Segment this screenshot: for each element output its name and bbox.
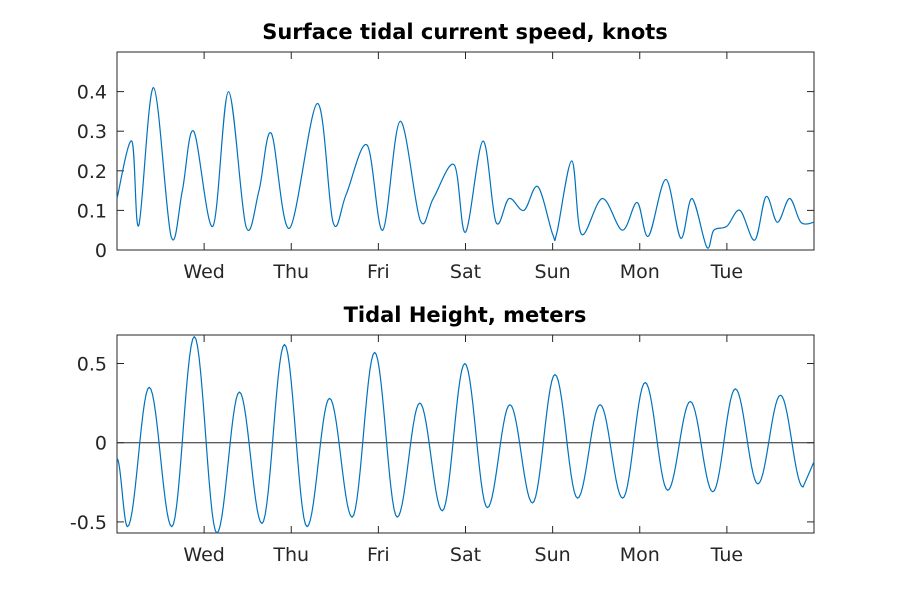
x-tick-label: Sat (450, 261, 481, 283)
tidal-height-series-line (116, 335, 815, 534)
x-tick-label: Fri (367, 544, 390, 566)
current-speed-axes (116, 51, 815, 251)
tidal-height-axes (116, 334, 815, 534)
x-tick-label: Sun (535, 261, 571, 283)
x-tick-label: Sat (450, 544, 481, 566)
x-tick-label: Mon (620, 261, 660, 283)
x-tick-label: Thu (272, 544, 309, 566)
current-speed-chart: Surface tidal current speed, knots Wed Th… (77, 20, 815, 283)
x-tick-label: Sun (535, 544, 571, 566)
tidal-height-title: Tidal Height, meters (344, 303, 587, 327)
y-tick-label: -0.5 (70, 512, 107, 534)
current-speed-series-line (116, 87, 815, 249)
current-speed-ticks: Wed Thu Fri Sat Sun Mon Tue 0 0.1 0.2 0.3 0.4 (77, 52, 814, 283)
tidal-height-ticks: Wed Thu Fri Sat Sun Mon Tue -0.5 0 0.5 (70, 335, 814, 566)
y-tick-label: 0 (95, 240, 107, 262)
x-tick-label: Fri (367, 261, 390, 283)
y-tick-label: 0 (95, 433, 107, 455)
y-tick-label: 0.2 (77, 161, 107, 183)
x-tick-label: Wed (183, 544, 224, 566)
x-tick-label: Mon (620, 544, 660, 566)
x-tick-label: Thu (272, 261, 309, 283)
y-tick-label: 0.5 (77, 354, 107, 376)
y-tick-label: 0.3 (77, 121, 107, 143)
y-tick-label: 0.4 (77, 82, 107, 104)
x-tick-label: Tue (710, 261, 743, 283)
y-tick-label: 0.1 (77, 200, 107, 222)
current-speed-title: Surface tidal current speed, knots (262, 20, 668, 44)
x-tick-label: Tue (710, 544, 743, 566)
x-tick-label: Wed (183, 261, 224, 283)
tidal-height-chart: Tidal Height, meters Wed Thu Fri Sat Sun Mon T… (70, 303, 815, 566)
